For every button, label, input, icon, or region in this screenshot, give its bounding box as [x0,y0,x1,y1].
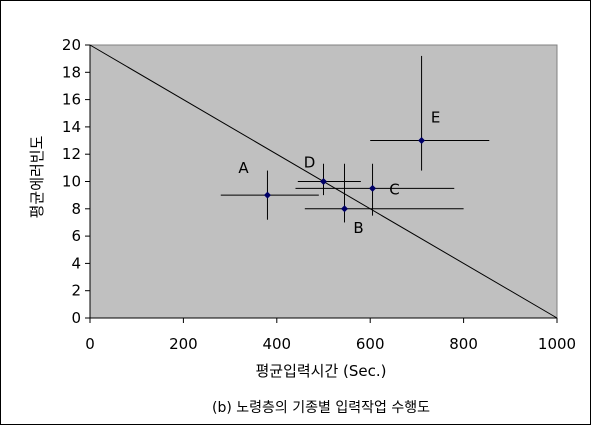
y-tick-label: 20 [62,36,81,54]
data-marks: A B C D E [89,44,558,319]
x-tick-label: 0 [85,335,95,353]
y-axis-ticks: 0 2 4 6 8 10 12 14 16 18 20 [62,36,90,327]
y-tick-label: 14 [62,118,81,136]
y-tick-label: 16 [62,91,81,109]
point-label: D [304,154,316,172]
point-label: A [238,159,249,177]
data-point [320,178,327,185]
y-tick-label: 12 [62,145,81,163]
y-axis-label: 평균에러빈도 [28,135,46,218]
x-tick-label: 1000 [538,335,576,353]
point-label: B [353,219,363,237]
y-tick-label: 18 [62,63,81,81]
point-label: E [431,109,440,127]
y-tick-label: 0 [71,309,81,327]
y-tick-label: 6 [71,227,81,245]
x-tick-label: 800 [449,335,478,353]
x-tick-label: 400 [262,335,291,353]
x-axis-ticks: 0 200 400 600 800 1000 [85,318,576,353]
y-tick-label: 2 [71,282,81,300]
data-point [341,205,349,213]
chart-caption: (b) 노령층의 기종별 입력작업 수행도 [212,400,430,416]
x-axis-label: 평균입력시간 (Sec.) [255,362,386,380]
y-tick-label: 4 [71,254,81,272]
x-tick-label: 600 [356,335,385,353]
y-tick-label: 8 [71,200,81,218]
y-tick-label: 10 [62,173,81,191]
data-point [369,184,377,192]
data-point [263,191,271,199]
data-point [418,137,426,145]
point-label: C [389,180,399,198]
x-tick-label: 200 [169,335,198,353]
